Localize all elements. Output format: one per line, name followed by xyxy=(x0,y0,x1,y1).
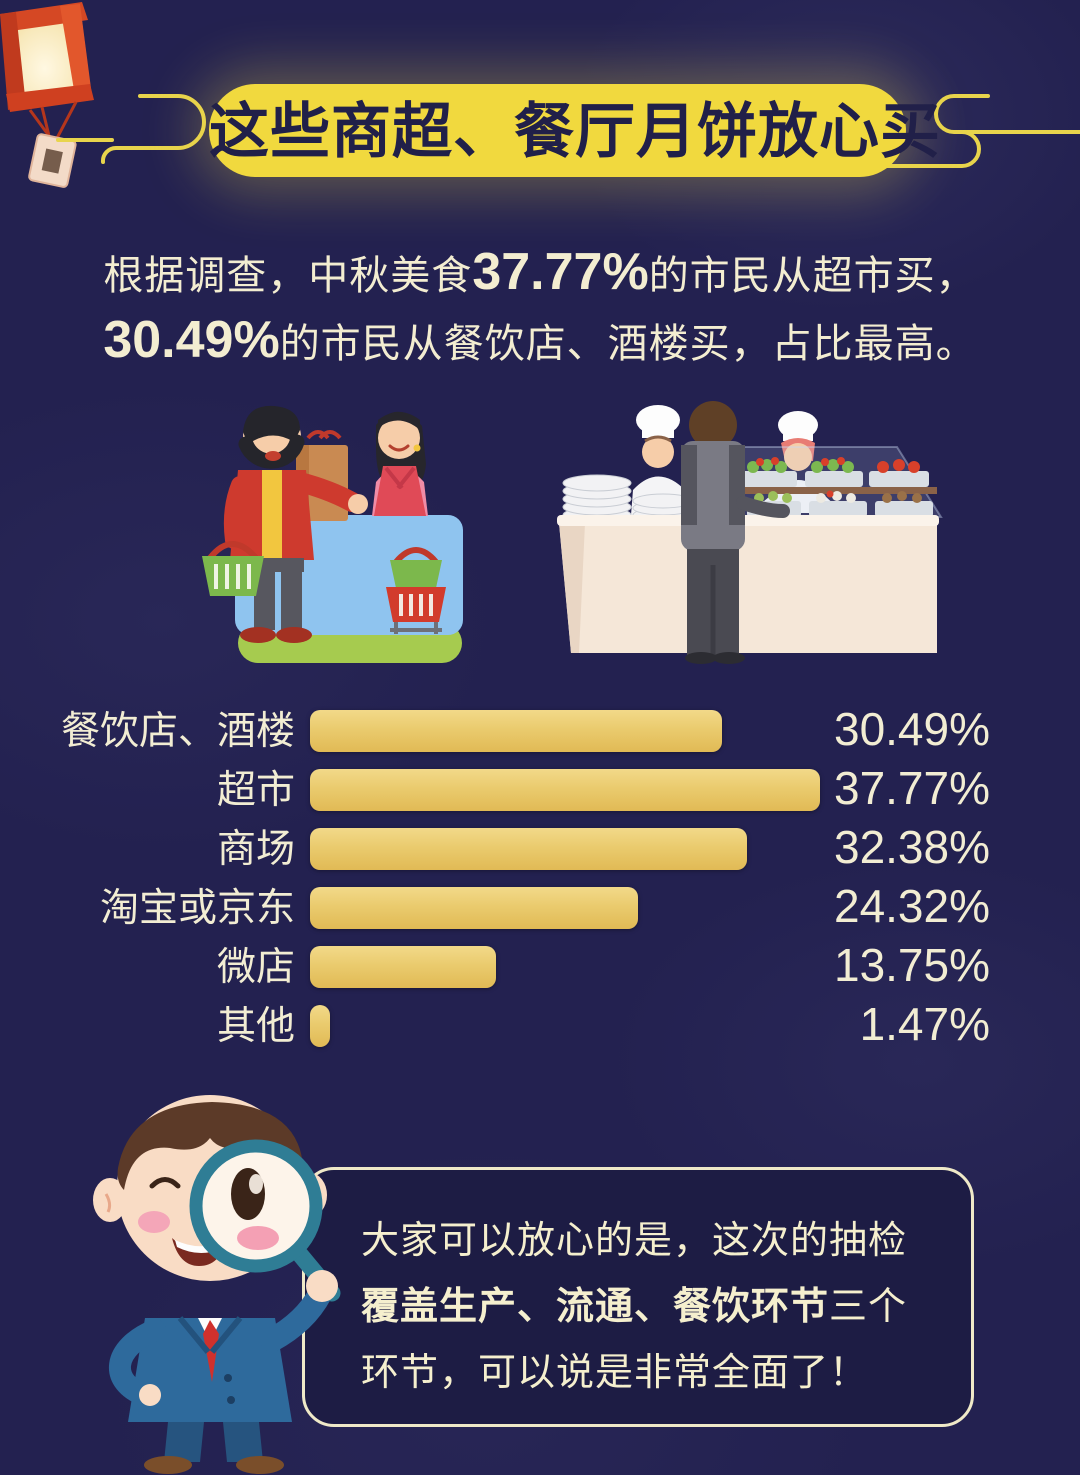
chart-value-label: 1.47% xyxy=(859,998,990,1050)
chart-value-label: 30.49% xyxy=(833,703,990,755)
chart-bar xyxy=(310,828,747,870)
chart-bar-track xyxy=(310,946,870,988)
chart-value-label: 32.38% xyxy=(833,821,990,873)
chart-category-label: 商场 xyxy=(216,828,295,871)
intro-stat-supermarket: 37.77% xyxy=(472,243,649,301)
lantern-icon xyxy=(0,2,94,188)
cashier-icon xyxy=(372,411,428,516)
intro-text: 根据调查，中秋美食 xyxy=(103,254,473,298)
shopping-basket-icon xyxy=(202,541,264,596)
intro-text: 的市民从超市买， xyxy=(648,254,977,298)
chart-category-label: 淘宝或京东 xyxy=(99,887,295,930)
chart-bar xyxy=(310,946,496,988)
intro-stat-restaurant: 30.49% xyxy=(103,311,280,369)
callout-line2-rest: 三个 xyxy=(829,1286,908,1328)
chart-value-label: 24.32% xyxy=(833,880,990,932)
chart-bar xyxy=(310,1005,330,1047)
cloud-swirl-left-icon xyxy=(56,94,206,164)
chart-bar xyxy=(310,710,722,752)
chart-row: 商场 32.38% xyxy=(0,824,1080,871)
cloud-swirl-right-icon xyxy=(876,94,1080,168)
supermarket-checkout-illustration xyxy=(202,405,463,663)
title-banner: 这些商超、餐厅月饼放心买 xyxy=(209,84,941,177)
page-title: 这些商超、餐厅月饼放心买 xyxy=(209,98,941,165)
callout-line2-bold: 覆盖生产、流通、餐饮环节 xyxy=(361,1286,830,1328)
chart-bar-track xyxy=(310,769,870,811)
chart-category-label: 餐饮店、酒楼 xyxy=(60,710,295,753)
chart-row: 其他 1.47% xyxy=(0,1001,1080,1048)
intro-paragraph: 根据调查，中秋美食37.77%的市民从超市买， 30.49%的市民从餐饮店、酒楼… xyxy=(0,240,1080,376)
intro-text: 的市民从餐饮店、酒楼买，占比最高。 xyxy=(279,322,977,366)
hair xyxy=(117,1102,304,1190)
magnifying-glass-icon xyxy=(189,1139,341,1302)
chart-row: 餐饮店、酒楼 30.49% xyxy=(0,706,1080,753)
chart-bar-track xyxy=(310,710,870,752)
lantern-tag-icon xyxy=(28,133,77,188)
callout-text: 大家可以放心的是，这次的抽检 覆盖生产、流通、餐饮环节三个 环节，可以说是非常全… xyxy=(361,1208,941,1406)
chart-bar-track xyxy=(310,828,870,870)
chart-value-label: 13.75% xyxy=(833,939,990,991)
customer-icon xyxy=(223,405,368,643)
callout-box: 大家可以放心的是，这次的抽检 覆盖生产、流通、餐饮环节三个 环节，可以说是非常全… xyxy=(302,1167,974,1427)
counter-front xyxy=(559,523,937,653)
bar-chart: 餐饮店、酒楼 30.49% 超市 37.77% 商场 32.38% 淘宝或京东 xyxy=(0,706,1080,1064)
chart-value-label: 37.77% xyxy=(833,762,990,814)
restaurant-counter-illustration xyxy=(557,401,943,664)
chart-row: 超市 37.77% xyxy=(0,765,1080,812)
chart-bar-track xyxy=(310,1005,870,1047)
chart-category-label: 其他 xyxy=(216,1005,295,1048)
chart-bar xyxy=(310,887,638,929)
basket-stack-icon xyxy=(386,547,446,634)
header-decorations xyxy=(0,2,1080,188)
callout-line3: 环节，可以说是非常全面了！ xyxy=(361,1352,869,1394)
chart-row: 淘宝或京东 24.32% xyxy=(0,883,1080,930)
inspector-character-illustration xyxy=(93,1095,341,1474)
chart-bar-track xyxy=(310,887,870,929)
chart-bar xyxy=(310,769,820,811)
chart-category-label: 微店 xyxy=(216,946,295,989)
food-display-case-icon xyxy=(732,446,943,518)
chart-category-label: 超市 xyxy=(216,769,295,812)
chart-row: 微店 13.75% xyxy=(0,942,1080,989)
customer-back-icon xyxy=(681,401,790,664)
callout-line1: 大家可以放心的是，这次的抽检 xyxy=(361,1220,908,1262)
